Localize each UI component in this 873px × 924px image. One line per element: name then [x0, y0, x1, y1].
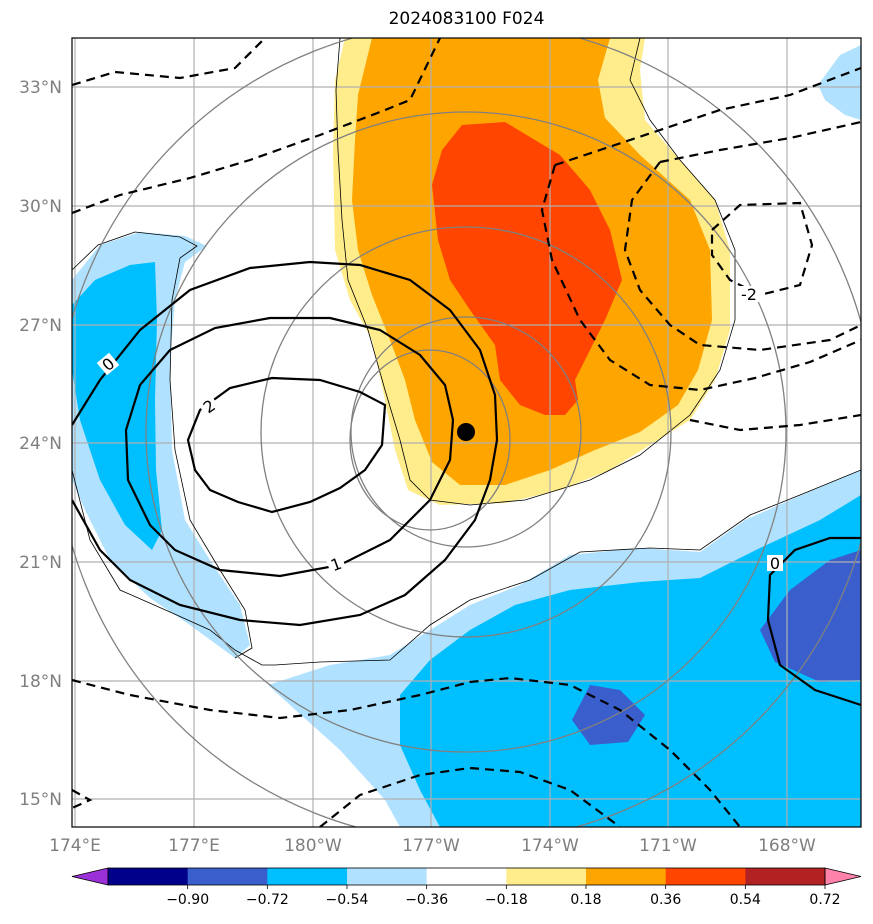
contour-label-neg2: -2: [741, 285, 757, 304]
lat-label: 18°N: [19, 672, 62, 692]
map-title: 2024083100 F024: [388, 9, 545, 29]
storm-center-marker: [457, 423, 475, 441]
colorbar-segment: [745, 868, 826, 885]
colorbar-tick-label: −0.54: [326, 892, 369, 908]
lon-label: 180°W: [284, 836, 342, 856]
lat-label: 27°N: [19, 316, 62, 336]
colorbar-segment: [347, 868, 428, 885]
colorbar-segment: [426, 868, 507, 885]
lon-label: 168°W: [758, 836, 816, 856]
lon-label: 177°E: [168, 836, 220, 856]
colorbar-extension-max: [824, 867, 862, 886]
shading-light-blue-ne: [818, 45, 861, 120]
colorbar-tick-label: 0.18: [570, 892, 601, 908]
colorbar-segment: [586, 868, 667, 885]
colorbar-tick-label: 0.54: [730, 892, 761, 908]
colorbar-tick-label: −0.36: [405, 892, 448, 908]
shading-outline: [72, 38, 861, 666]
colorbar-segments: [71, 867, 862, 886]
colorbar-segment: [506, 868, 587, 885]
colorbar-frame: [107, 867, 826, 886]
shading-dark-blue-east: [760, 550, 861, 682]
shading-dark-blue-patch: [572, 685, 645, 745]
colorbar-segment: [187, 868, 268, 885]
shading-blue-west: [72, 262, 162, 550]
shading-blue-south: [400, 495, 861, 827]
lon-label: 177°W: [402, 836, 460, 856]
colorbar-tick-label: −0.18: [485, 892, 528, 908]
dashed-contours: [72, 38, 861, 827]
lat-label: 33°N: [19, 78, 62, 98]
colorbar-tick-label: −0.90: [166, 892, 209, 908]
map-frame: [71, 37, 862, 828]
map-plot-area: [72, 38, 861, 827]
colorbar-tick-label: 0.36: [650, 892, 681, 908]
gray-contours: [72, 38, 861, 827]
contour-labels: 0 2 1 0 -2: [96, 285, 783, 575]
colorbar-segment: [665, 868, 746, 885]
lon-label: 174°W: [521, 836, 579, 856]
lat-label: 24°N: [19, 434, 62, 454]
contour-label-0-east: 0: [770, 554, 780, 573]
colorbar-segment: [108, 868, 189, 885]
latitude-labels: 33°N 30°N 27°N 24°N 21°N 18°N 15°N: [19, 78, 62, 810]
lat-label: 30°N: [19, 197, 62, 217]
longitude-labels: 174°E 177°E 180°W 177°W 174°W 171°W 168°…: [49, 836, 816, 856]
colorbar: −0.90 −0.72 −0.54 −0.36 −0.18 0.18 0.36 0.54 0.7…: [71, 867, 862, 908]
colorbar-tick-labels: −0.90 −0.72 −0.54 −0.36 −0.18 0.18 0.36 0.54 0.7…: [166, 885, 841, 908]
solid-contours: [72, 260, 861, 707]
colorbar-tick-label: 0.72: [809, 892, 840, 908]
lat-label: 21°N: [19, 553, 62, 573]
lon-label: 174°E: [49, 836, 101, 856]
shading-red-orange: [432, 122, 622, 415]
colorbar-extension-min: [71, 867, 109, 886]
lon-label: 171°W: [639, 836, 697, 856]
colorbar-segment: [267, 868, 348, 885]
colorbar-tick-label: −0.72: [246, 892, 289, 908]
lat-label: 15°N: [19, 790, 62, 810]
